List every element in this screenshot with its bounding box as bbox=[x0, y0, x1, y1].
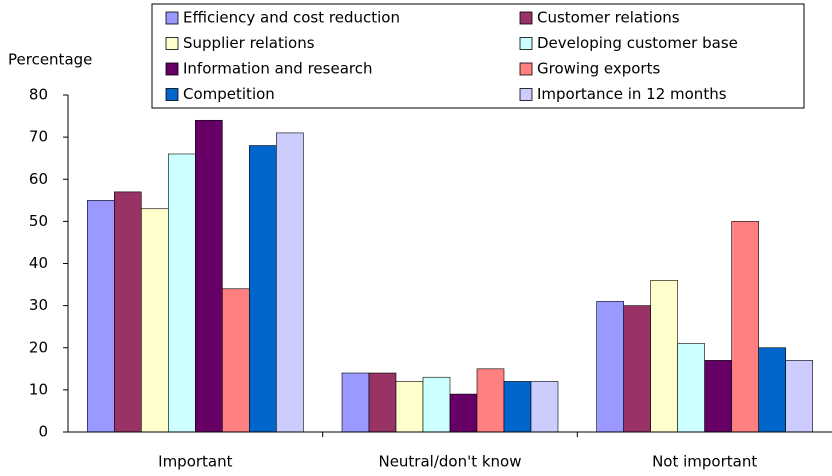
y-tick-label: 0 bbox=[38, 423, 48, 441]
bar bbox=[141, 208, 169, 433]
legend-label: Growing exports bbox=[537, 60, 660, 78]
bar bbox=[368, 372, 397, 433]
bar bbox=[114, 191, 142, 433]
legend-swatch bbox=[165, 11, 179, 25]
legend-label: Supplier relations bbox=[183, 34, 315, 52]
x-tick-label: Important bbox=[158, 453, 232, 471]
bar bbox=[422, 376, 451, 433]
bar bbox=[476, 368, 505, 433]
y-tick-label: 80 bbox=[29, 86, 48, 104]
bar bbox=[503, 381, 532, 433]
bar bbox=[195, 119, 223, 433]
y-tick-label: 10 bbox=[29, 380, 48, 398]
bar bbox=[530, 381, 559, 433]
bar bbox=[168, 153, 196, 433]
bar bbox=[677, 343, 705, 433]
legend-swatch bbox=[519, 11, 533, 25]
legend-label: Competition bbox=[183, 85, 275, 103]
y-tick-label: 20 bbox=[29, 338, 48, 356]
legend-swatch bbox=[519, 37, 533, 50]
bar bbox=[222, 288, 250, 433]
bar bbox=[395, 381, 424, 433]
bar bbox=[731, 221, 759, 433]
legend-box bbox=[151, 3, 805, 109]
y-axis-label: Percentage bbox=[8, 51, 92, 69]
y-tick-label: 50 bbox=[29, 212, 48, 230]
y-tick-label: 60 bbox=[29, 170, 48, 188]
legend-swatch bbox=[519, 88, 533, 101]
legend-label: Customer relations bbox=[537, 9, 680, 27]
x-tick-label: Not important bbox=[652, 453, 757, 471]
bar bbox=[704, 360, 732, 433]
y-tick-label: 40 bbox=[29, 254, 48, 272]
legend-label: Developing customer base bbox=[537, 34, 738, 52]
legend-label: Importance in 12 months bbox=[537, 85, 727, 103]
bar bbox=[650, 280, 678, 433]
bar bbox=[87, 200, 115, 433]
bar bbox=[341, 372, 370, 433]
legend-swatch bbox=[165, 37, 179, 50]
legend-label: Information and research bbox=[183, 60, 372, 78]
x-tick-label: Neutral/don't know bbox=[378, 453, 521, 471]
legend-swatch bbox=[519, 62, 533, 76]
legend-swatch bbox=[165, 88, 179, 101]
bar bbox=[449, 393, 478, 433]
bar bbox=[596, 301, 624, 433]
bar bbox=[249, 145, 277, 433]
y-tick-label: 30 bbox=[29, 296, 48, 314]
legend-swatch bbox=[165, 62, 179, 76]
y-tick-label: 70 bbox=[29, 128, 48, 146]
legend-label: Efficiency and cost reduction bbox=[183, 9, 400, 27]
bar bbox=[276, 132, 304, 433]
bar bbox=[758, 347, 786, 433]
bar bbox=[785, 360, 813, 433]
bar bbox=[623, 305, 651, 433]
